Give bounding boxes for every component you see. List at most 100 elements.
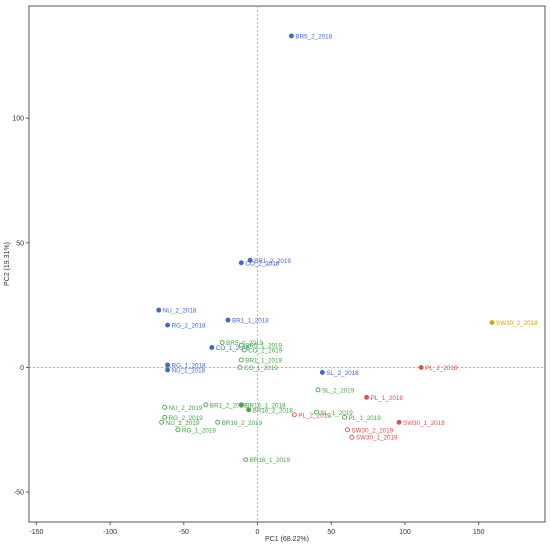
data-point-group: SL_1_2019 bbox=[314, 410, 353, 417]
data-point-group: PL_1_2019 bbox=[342, 415, 381, 422]
data-point-label: CO_2_2019 bbox=[248, 348, 282, 355]
data-point-group: RG_1_2019 bbox=[175, 427, 216, 434]
data-point bbox=[209, 345, 215, 350]
data-point-group: NU_1_2018 bbox=[165, 367, 206, 374]
y-tick-label: -50 bbox=[14, 490, 24, 497]
data-point-group: BR5_1_2019 bbox=[238, 343, 283, 350]
data-point-group: PL_2_2018 bbox=[418, 364, 458, 372]
data-point bbox=[418, 364, 424, 370]
data-point-group: BR1_1_2018 bbox=[225, 317, 269, 325]
data-point bbox=[315, 387, 321, 393]
data-point-group: CO_1_2018 bbox=[209, 345, 250, 352]
data-point bbox=[364, 394, 370, 400]
data-point-label: SW30_2_2018 bbox=[496, 320, 538, 327]
x-tick-label: 0 bbox=[256, 529, 260, 536]
x-tick-label: -50 bbox=[179, 529, 189, 536]
data-point bbox=[344, 427, 350, 433]
data-point-group: BR5_2_2018 bbox=[288, 33, 333, 40]
data-point-label: RG_2_2019 bbox=[169, 415, 203, 422]
x-tick-label: 150 bbox=[473, 529, 485, 536]
y-tick-label: 100 bbox=[12, 116, 24, 123]
data-point-group: SW30_2_2018 bbox=[489, 320, 538, 327]
data-point-label: CO_1_2019 bbox=[244, 365, 278, 372]
data-point-group: BR16_1_2019 bbox=[243, 457, 291, 464]
data-point bbox=[396, 419, 402, 425]
data-point-group: BR1_2_2018 bbox=[247, 257, 291, 265]
data-point bbox=[247, 257, 253, 263]
x-axis: -150 -100 -50 0 50 100 150 bbox=[29, 522, 485, 536]
data-point bbox=[237, 364, 243, 370]
data-point-group: NU_1_2019 bbox=[159, 419, 200, 427]
data-point-group: BR16_1_2018 bbox=[238, 402, 286, 409]
data-point bbox=[159, 419, 165, 425]
data-point-group: BR1_2_2019 bbox=[203, 402, 247, 409]
data-point bbox=[165, 367, 171, 373]
data-point bbox=[238, 357, 244, 363]
data-point-group: RG_2_2019 bbox=[162, 415, 203, 422]
data-point-group: SW30_1_2018 bbox=[396, 419, 445, 427]
data-point bbox=[225, 317, 231, 323]
data-point-group: BR16_2_2018 bbox=[246, 407, 293, 414]
data-point-label: PL_2_2019 bbox=[298, 412, 331, 419]
data-point-group: BR16_2_2019 bbox=[215, 420, 263, 427]
data-point-label: SL_1_2019 bbox=[320, 410, 353, 417]
data-point-label: RG_1_2018 bbox=[172, 362, 206, 369]
data-point-group: NU_2_2018 bbox=[156, 307, 197, 315]
data-point-label: NU_2_2018 bbox=[163, 308, 197, 315]
data-point-label: BR16_1_2018 bbox=[245, 402, 286, 409]
data-point-label: CO_1_2018 bbox=[216, 345, 250, 352]
data-point-label: SW30_1_2018 bbox=[403, 420, 445, 427]
data-point-label: BR5_2_2019 bbox=[226, 340, 263, 347]
data-point bbox=[165, 322, 171, 328]
data-point-label: BR1_2_2018 bbox=[254, 258, 291, 265]
data-point-label: NU_1_2018 bbox=[172, 367, 206, 374]
data-point-group: BR1_1_2019 bbox=[238, 357, 283, 364]
data-point bbox=[203, 402, 209, 408]
data-point-group: SW30_1_2019 bbox=[349, 434, 398, 442]
reference-lines bbox=[29, 6, 545, 522]
data-point-group: PL_1_2018 bbox=[364, 394, 404, 402]
data-point-label: SW30_1_2019 bbox=[356, 435, 398, 442]
y-axis-label: PC2 (19.31%) bbox=[4, 242, 11, 286]
plot-area-frame bbox=[28, 5, 546, 523]
data-point-label: PL_2_2018 bbox=[425, 365, 458, 372]
data-point-label: SW30_2_2019 bbox=[351, 427, 393, 434]
x-tick-label: 50 bbox=[327, 529, 335, 536]
data-point-group: RG_1_2018 bbox=[165, 362, 206, 369]
x-axis-label: PC1 (68.22%) bbox=[265, 536, 309, 543]
y-tick-label: 0 bbox=[20, 365, 24, 372]
data-point-label: RG_1_2019 bbox=[182, 427, 216, 434]
data-point-label: BR1_2_2019 bbox=[210, 402, 247, 409]
data-point bbox=[349, 434, 355, 440]
data-point bbox=[238, 260, 244, 266]
data-point-label: BR1_1_2018 bbox=[232, 318, 269, 325]
data-point-group: SL_2_2019 bbox=[315, 387, 355, 394]
data-point-label: NU_2_2019 bbox=[169, 405, 203, 412]
data-point-group: RG_2_2018 bbox=[165, 322, 206, 330]
data-point bbox=[288, 33, 294, 39]
y-tick-label: 50 bbox=[16, 240, 24, 247]
data-point-group: PL_2_2019 bbox=[291, 412, 331, 419]
data-point bbox=[165, 362, 171, 368]
data-point-label: SL_2_2019 bbox=[322, 387, 355, 394]
data-point bbox=[319, 369, 325, 375]
data-point-label: BR5_1_2019 bbox=[245, 343, 282, 350]
data-point bbox=[314, 409, 319, 415]
data-point-label: RG_2_2018 bbox=[172, 323, 206, 330]
data-point bbox=[342, 414, 347, 420]
data-point-label: BR16_2_2019 bbox=[222, 420, 263, 427]
data-point-label: CO_2_2018 bbox=[245, 260, 279, 267]
data-point-label: PL_1_2018 bbox=[371, 395, 404, 402]
data-point bbox=[156, 307, 162, 313]
data-point-group: BR5_2_2019 bbox=[219, 340, 263, 347]
data-point bbox=[238, 402, 244, 408]
data-point bbox=[162, 404, 168, 410]
data-point bbox=[243, 457, 249, 463]
data-point-label: PL_1_2019 bbox=[348, 415, 381, 422]
data-point-label: BR16_1_2019 bbox=[250, 457, 291, 464]
data-point-label: SL_2_2018 bbox=[326, 370, 359, 377]
